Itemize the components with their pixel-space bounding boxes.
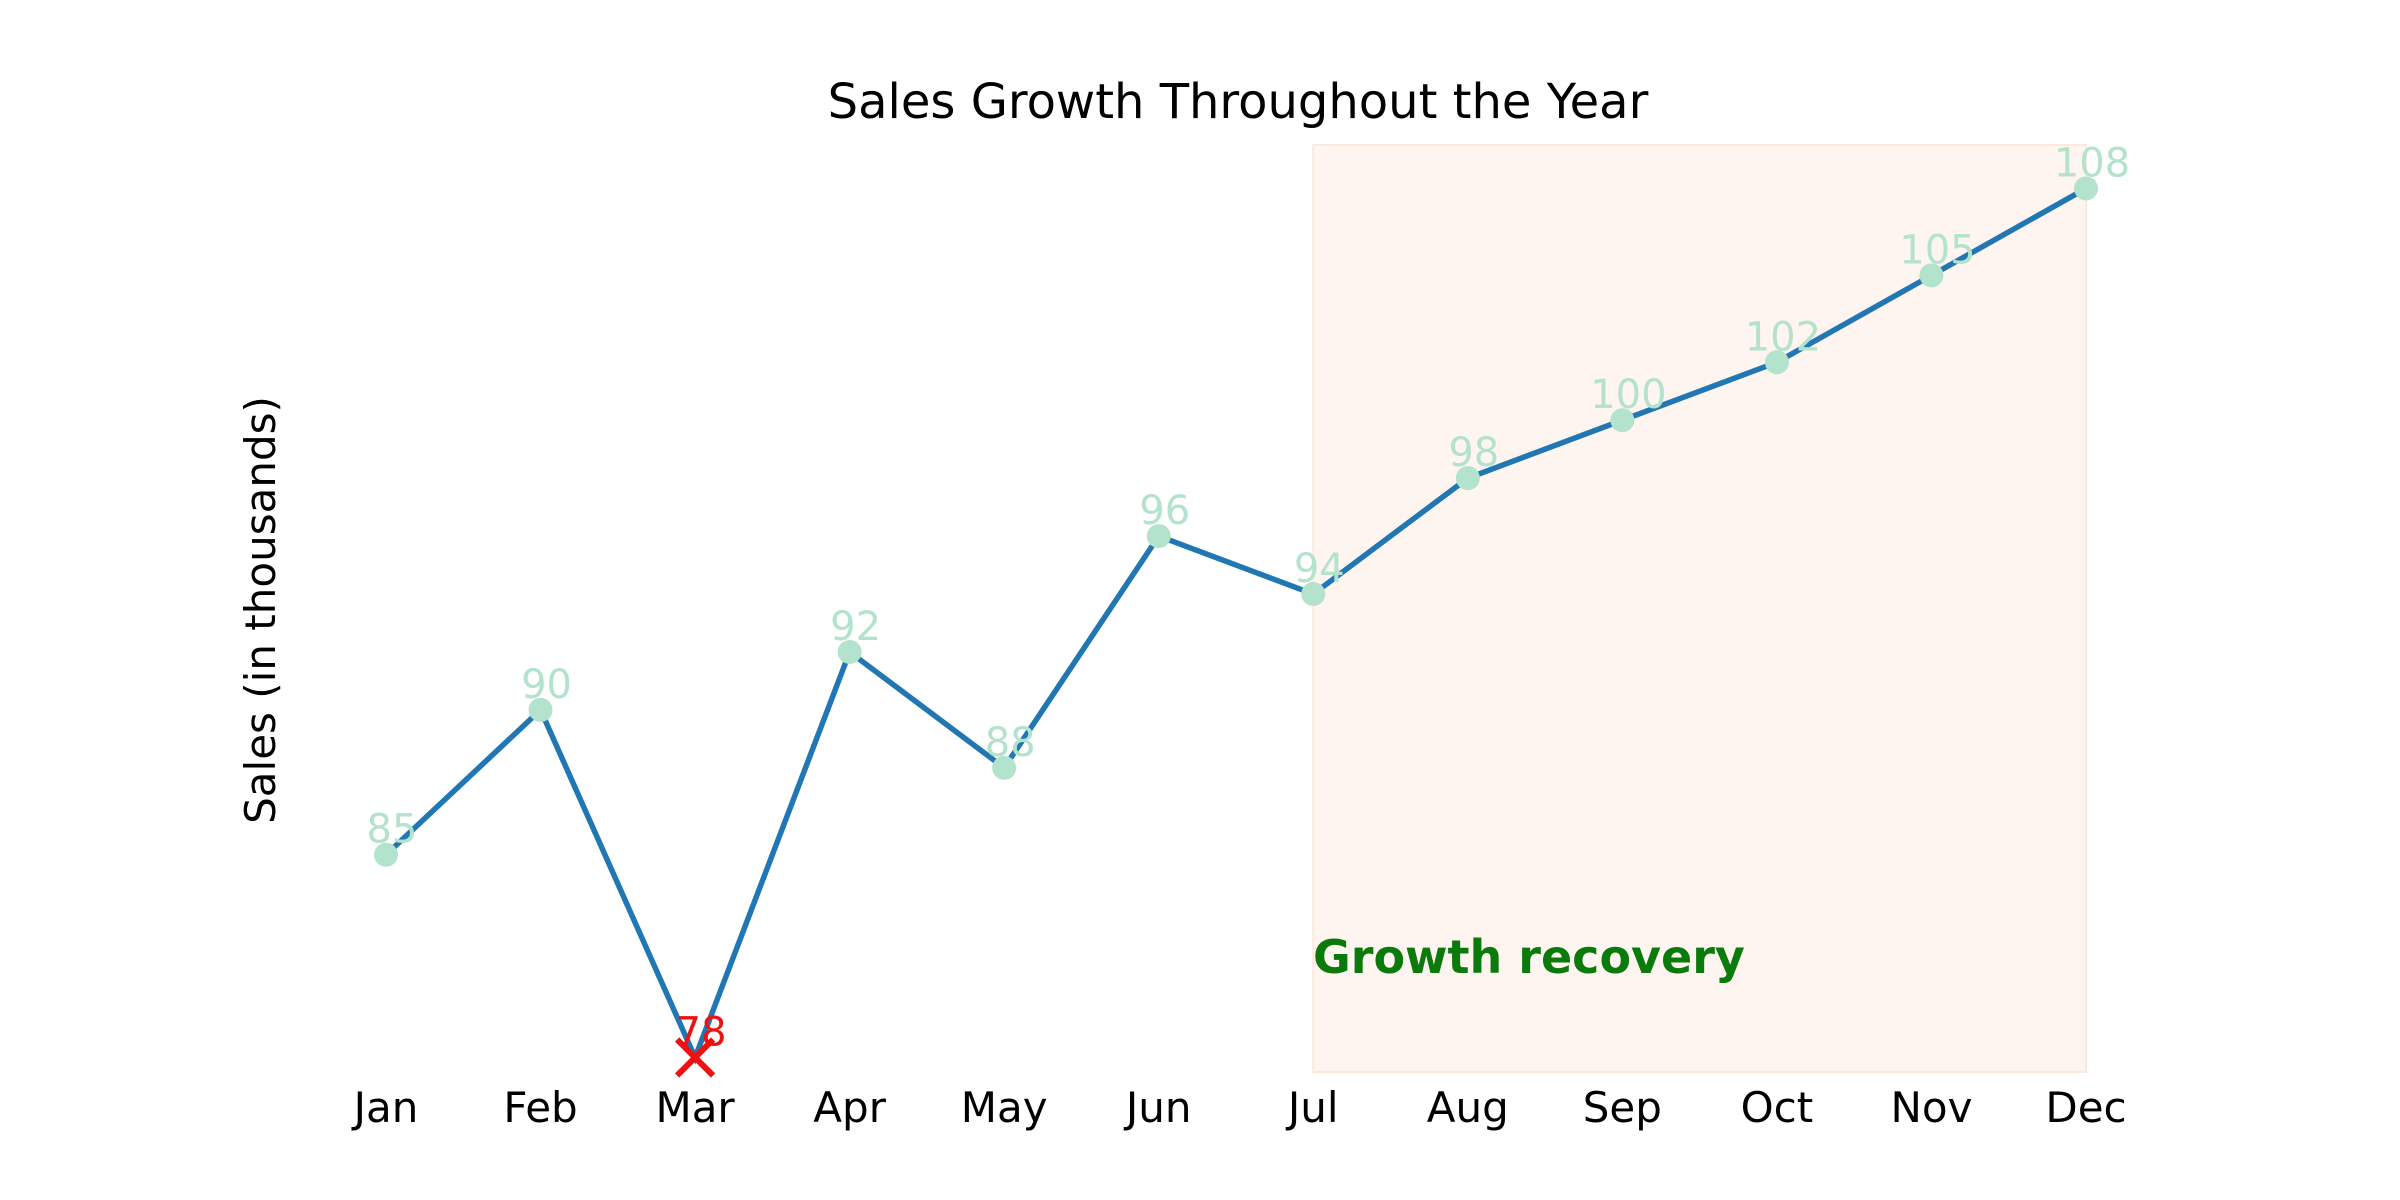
highlight-annotation: Growth recovery	[1313, 930, 1745, 984]
data-label: 102	[1745, 314, 1821, 360]
marker-layer	[374, 176, 2098, 1078]
x-tick-label: Sep	[1583, 1083, 1662, 1132]
data-point	[992, 755, 1017, 780]
outlier-marker	[674, 1037, 716, 1078]
x-tick-label: Apr	[813, 1083, 886, 1132]
data-label: 96	[1139, 488, 1190, 534]
data-point	[1919, 263, 1944, 288]
data-point	[374, 842, 398, 867]
x-tick-label: Oct	[1741, 1083, 1814, 1132]
data-label: 105	[1899, 227, 1975, 273]
x-tick-label: Mar	[655, 1083, 735, 1132]
data-label: 92	[830, 604, 881, 650]
x-tick-label: Nov	[1890, 1083, 1972, 1132]
data-label: 78	[676, 1010, 727, 1056]
data-label: 85	[367, 807, 418, 853]
data-point	[837, 639, 862, 664]
line-layer	[384, 186, 2088, 1065]
data-label: 90	[521, 662, 572, 708]
series-line	[384, 186, 2088, 1065]
data-label: 100	[1590, 372, 1666, 418]
data-label: 108	[2054, 140, 2130, 186]
x-tick-label: May	[961, 1083, 1048, 1132]
data-point	[1455, 466, 1480, 491]
x-tick-label: Jun	[1123, 1083, 1192, 1132]
x-tick-label: Jul	[1285, 1083, 1339, 1132]
x-tick-label: Jan	[351, 1083, 419, 1132]
data-point	[1301, 582, 1326, 607]
data-point	[1146, 524, 1171, 549]
chart-title: Sales Growth Throughout the Year	[828, 74, 1649, 130]
highlight-band	[1312, 144, 2087, 1073]
x-tick-label: Dec	[2045, 1083, 2126, 1132]
data-label: 98	[1448, 430, 1499, 476]
data-label: 88	[985, 720, 1036, 766]
x-tick-label: Aug	[1427, 1083, 1509, 1132]
data-label-layer: 85 90 78 92 88 96 94 98 100 102 105 108	[367, 140, 2131, 1055]
x-tick-label: Feb	[503, 1083, 577, 1132]
x-tick-layer: Jan Feb Mar Apr May Jun Jul Aug Sep Oct Nov Dec	[351, 1083, 2127, 1132]
data-point	[1764, 350, 1789, 375]
data-label: 94	[1294, 546, 1345, 592]
data-point	[1610, 408, 1635, 433]
data-point	[528, 697, 553, 722]
data-point	[2074, 176, 2098, 201]
y-axis-label: Sales (in thousands)	[236, 396, 285, 824]
